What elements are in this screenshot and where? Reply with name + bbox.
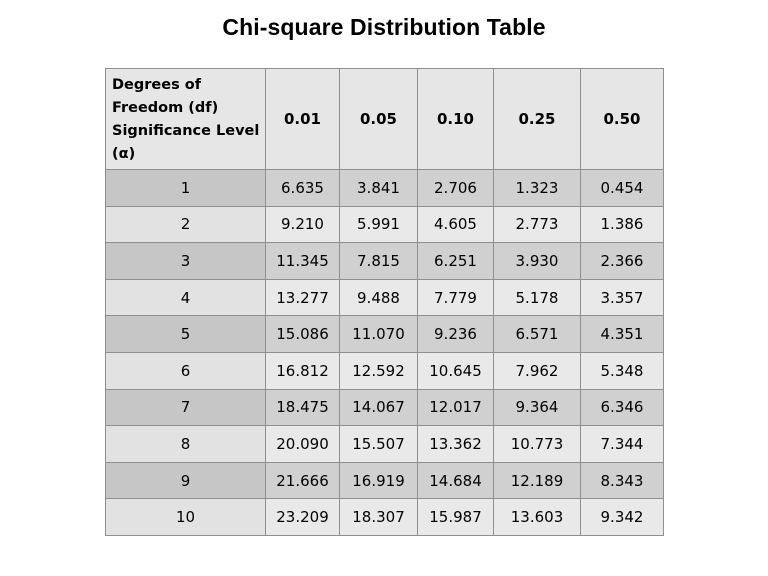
table-row: 6 16.812 12.592 10.645 7.962 5.348 <box>105 351 664 390</box>
alpha-header: 0.50 <box>580 68 664 170</box>
critical-value-cell: 0.454 <box>580 169 664 207</box>
table-row: 1 6.635 3.841 2.706 1.323 0.454 <box>105 169 664 207</box>
critical-value-cell: 11.070 <box>339 315 418 353</box>
critical-value-cell: 11.345 <box>265 242 340 280</box>
corner-header: Degrees of Freedom (df) Significance Lev… <box>105 68 266 170</box>
table-row: 8 20.090 15.507 13.362 10.773 7.344 <box>105 425 664 463</box>
table-row: 7 18.475 14.067 12.017 9.364 6.346 <box>105 388 664 427</box>
table-row: 10 23.209 18.307 15.987 13.603 9.342 <box>105 498 664 536</box>
critical-value-cell: 13.362 <box>417 425 494 463</box>
df-cell: 9 <box>105 461 266 500</box>
critical-value-cell: 5.348 <box>580 351 664 390</box>
corner-header-line: Degrees of <box>112 77 202 93</box>
critical-value-cell: 18.475 <box>265 388 340 427</box>
df-cell: 6 <box>105 351 266 390</box>
critical-value-cell: 7.962 <box>493 351 581 390</box>
critical-value-cell: 16.812 <box>265 351 340 390</box>
critical-value-cell: 2.366 <box>580 242 664 280</box>
critical-value-cell: 9.236 <box>417 315 494 353</box>
alpha-header: 0.05 <box>339 68 418 170</box>
critical-value-cell: 12.592 <box>339 351 418 390</box>
critical-value-cell: 13.277 <box>265 278 340 317</box>
critical-value-cell: 4.351 <box>580 315 664 353</box>
df-cell: 1 <box>105 169 266 207</box>
critical-value-cell: 7.344 <box>580 425 664 463</box>
critical-value-cell: 9.364 <box>493 388 581 427</box>
critical-value-cell: 14.067 <box>339 388 418 427</box>
critical-value-cell: 3.930 <box>493 242 581 280</box>
df-cell: 10 <box>105 498 266 536</box>
table-row: 2 9.210 5.991 4.605 2.773 1.386 <box>105 205 664 244</box>
corner-header-line: Significance Level <box>112 123 260 139</box>
critical-value-cell: 4.605 <box>417 205 494 244</box>
critical-value-cell: 3.841 <box>339 169 418 207</box>
critical-value-cell: 18.307 <box>339 498 418 536</box>
header-row: Degrees of Freedom (df) Significance Lev… <box>105 68 664 170</box>
alpha-header: 0.01 <box>265 68 340 170</box>
critical-value-cell: 15.086 <box>265 315 340 353</box>
critical-value-cell: 7.779 <box>417 278 494 317</box>
critical-value-cell: 15.507 <box>339 425 418 463</box>
critical-value-cell: 14.684 <box>417 461 494 500</box>
critical-value-cell: 1.386 <box>580 205 664 244</box>
df-cell: 4 <box>105 278 266 317</box>
alpha-header: 0.25 <box>493 68 581 170</box>
df-cell: 3 <box>105 242 266 280</box>
critical-value-cell: 1.323 <box>493 169 581 207</box>
alpha-header: 0.10 <box>417 68 494 170</box>
critical-value-cell: 3.357 <box>580 278 664 317</box>
critical-value-cell: 6.346 <box>580 388 664 427</box>
critical-value-cell: 10.645 <box>417 351 494 390</box>
corner-header-line: Freedom (df) <box>112 100 219 116</box>
critical-value-cell: 8.343 <box>580 461 664 500</box>
critical-value-cell: 2.706 <box>417 169 494 207</box>
corner-header-line: (α) <box>112 146 136 162</box>
critical-value-cell: 9.210 <box>265 205 340 244</box>
critical-value-cell: 21.666 <box>265 461 340 500</box>
table-row: 5 15.086 11.070 9.236 6.571 4.351 <box>105 315 664 353</box>
page-title: Chi-square Distribution Table <box>222 14 546 40</box>
critical-value-cell: 13.603 <box>493 498 581 536</box>
critical-value-cell: 15.987 <box>417 498 494 536</box>
table-body: 1 6.635 3.841 2.706 1.323 0.454 2 9.210 5.991 4.6… <box>105 169 664 536</box>
critical-value-cell: 6.571 <box>493 315 581 353</box>
critical-value-cell: 6.635 <box>265 169 340 207</box>
df-cell: 5 <box>105 315 266 353</box>
table-row: 3 11.345 7.815 6.251 3.930 2.366 <box>105 242 664 280</box>
df-cell: 7 <box>105 388 266 427</box>
critical-value-cell: 16.919 <box>339 461 418 500</box>
df-cell: 8 <box>105 425 266 463</box>
critical-value-cell: 12.017 <box>417 388 494 427</box>
critical-value-cell: 5.991 <box>339 205 418 244</box>
critical-value-cell: 7.815 <box>339 242 418 280</box>
critical-value-cell: 9.488 <box>339 278 418 317</box>
table-row: 4 13.277 9.488 7.779 5.178 3.357 <box>105 278 664 317</box>
critical-value-cell: 23.209 <box>265 498 340 536</box>
chi-square-table: Degrees of Freedom (df) Significance Lev… <box>105 68 664 536</box>
critical-value-cell: 20.090 <box>265 425 340 463</box>
df-cell: 2 <box>105 205 266 244</box>
critical-value-cell: 2.773 <box>493 205 581 244</box>
critical-value-cell: 9.342 <box>580 498 664 536</box>
critical-value-cell: 10.773 <box>493 425 581 463</box>
critical-value-cell: 6.251 <box>417 242 494 280</box>
critical-value-cell: 12.189 <box>493 461 581 500</box>
critical-value-cell: 5.178 <box>493 278 581 317</box>
table-row: 9 21.666 16.919 14.684 12.189 8.343 <box>105 461 664 500</box>
